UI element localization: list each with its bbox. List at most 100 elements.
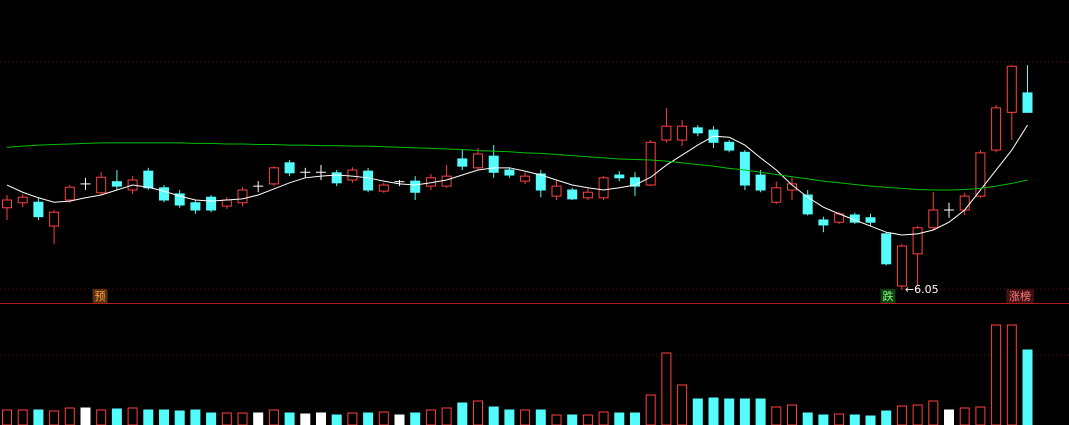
candle-body <box>221 199 232 207</box>
volume-bar <box>692 398 703 425</box>
candle-body <box>159 187 169 201</box>
candle-body <box>692 127 703 134</box>
volume-bar <box>614 412 625 425</box>
candle-body <box>174 193 185 206</box>
candle-body <box>975 152 986 197</box>
volume-bar <box>127 407 138 425</box>
volume-bar <box>959 407 970 425</box>
volume-bar <box>300 413 311 425</box>
volume-bar <box>159 409 169 425</box>
candle-body <box>1006 65 1017 113</box>
volume-bar <box>896 405 907 425</box>
candle-body <box>912 227 923 255</box>
volume-bar <box>253 412 264 425</box>
volume-bar <box>630 412 640 425</box>
volume-bar <box>111 408 122 425</box>
candle-body <box>520 175 531 182</box>
volume-bar <box>787 404 797 425</box>
volume-bar <box>849 414 860 425</box>
volume-bar <box>33 409 44 425</box>
volume-bar <box>567 414 578 425</box>
candle-body <box>771 187 782 203</box>
volume-bar <box>441 407 452 425</box>
candle-body <box>818 219 829 226</box>
candle-body <box>378 184 389 192</box>
volume-bar <box>661 352 672 425</box>
candle-body <box>535 173 546 191</box>
candle-body <box>661 125 672 141</box>
candle-body <box>598 177 609 199</box>
moving-average-line <box>6 142 1028 191</box>
volume-bar <box>677 384 688 425</box>
candle-body <box>1022 92 1033 113</box>
candle-body <box>488 155 499 173</box>
volume-bar <box>143 409 154 425</box>
volume-bar <box>473 400 483 425</box>
volume-bar <box>17 409 28 425</box>
volume-bar <box>190 409 201 425</box>
candle-body <box>630 177 640 187</box>
volume-bar <box>64 407 75 425</box>
candle-body <box>582 191 593 199</box>
volume-bar <box>504 409 515 425</box>
candle-body <box>928 209 939 229</box>
volume-bar <box>755 398 766 425</box>
volume-bar <box>316 412 326 425</box>
candle-body <box>2 199 12 209</box>
volume-bar <box>802 412 813 425</box>
candle-body <box>991 107 1002 151</box>
candle-body <box>677 125 688 141</box>
candle-body <box>206 196 217 211</box>
volume-bar <box>394 414 405 425</box>
annotation: 跌 <box>883 289 894 303</box>
volume-bar <box>363 412 374 425</box>
annotation: 涨榜 <box>1009 289 1031 303</box>
volume-bar <box>96 409 107 425</box>
volume-bar <box>331 414 342 425</box>
candle-body <box>49 211 60 227</box>
volume-bar <box>347 412 358 425</box>
moving-average-line <box>6 124 1028 236</box>
volume-bar <box>268 409 279 425</box>
candle-body <box>504 169 515 176</box>
candle-body <box>237 189 248 204</box>
volume-bar <box>975 406 986 425</box>
volume-bar <box>991 324 1002 425</box>
candle-body <box>473 153 483 169</box>
volume-bar <box>881 410 892 425</box>
candle-body <box>33 201 44 218</box>
candle-body <box>802 194 813 215</box>
candle-body <box>896 245 907 287</box>
candle-body <box>410 180 421 193</box>
candle-body <box>331 172 342 184</box>
volume-bar <box>488 406 499 425</box>
volume-bar <box>912 404 923 425</box>
candle-body <box>363 170 374 191</box>
candle-body <box>567 189 578 200</box>
volume-bar <box>535 409 546 425</box>
volume-bar <box>771 406 782 425</box>
volume-bar <box>598 411 609 425</box>
candle-body <box>724 141 735 151</box>
candle-body <box>17 196 28 204</box>
volume-bar <box>551 414 562 425</box>
volume-bar <box>237 412 248 425</box>
volume-bar <box>1022 349 1033 425</box>
volume-bar <box>378 411 389 425</box>
candle-body <box>614 174 625 179</box>
volume-bar <box>708 397 719 425</box>
candle-body <box>64 186 75 201</box>
annotation-box <box>1006 289 1034 303</box>
volume-bar <box>425 409 436 425</box>
volume-bar <box>221 412 232 425</box>
volume-bar <box>739 398 750 425</box>
volume-bar <box>457 402 468 425</box>
volume-bar <box>174 410 185 425</box>
annotation: 预 <box>95 290 106 303</box>
annotation-box <box>92 289 108 303</box>
volume-bar <box>2 409 12 425</box>
candle-body <box>881 233 892 265</box>
candle-body <box>96 176 107 194</box>
candle-body <box>441 175 452 187</box>
candle-body <box>865 217 876 223</box>
